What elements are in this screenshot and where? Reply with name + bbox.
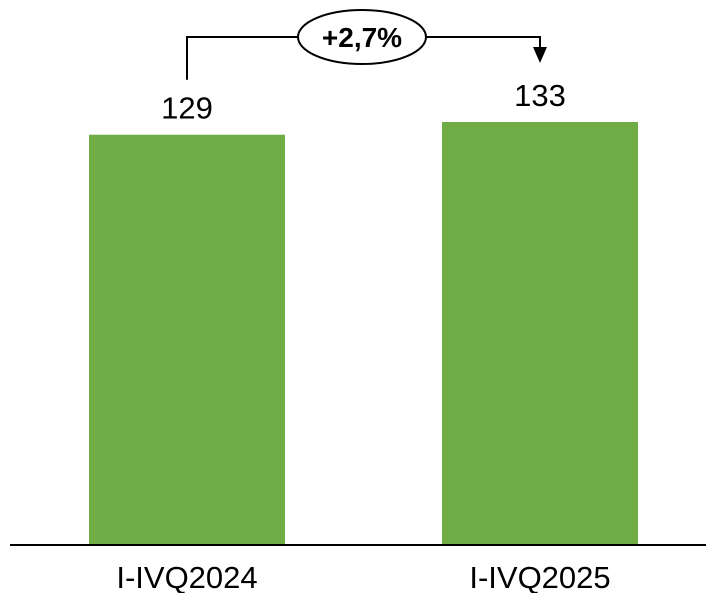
bars-group [89, 122, 638, 545]
x-tick-label-I-IVQ2024: I-IVQ2024 [116, 560, 257, 593]
labels-group: 129 I-IVQ2024 133 I-IVQ2025 [116, 78, 610, 593]
growth-percent-label: +2,7% [322, 22, 402, 53]
bar-I-IVQ2024 [89, 134, 285, 545]
data-label-I-IVQ2024: 129 [161, 91, 213, 126]
growth-badge [297, 9, 427, 65]
bar-I-IVQ2025 [442, 122, 638, 545]
x-tick-label-I-IVQ2025: I-IVQ2025 [469, 560, 610, 593]
growth-annotation: +2,7% [186, 9, 547, 80]
arrow-down-icon [533, 47, 547, 63]
data-label-I-IVQ2025: 133 [514, 78, 566, 113]
